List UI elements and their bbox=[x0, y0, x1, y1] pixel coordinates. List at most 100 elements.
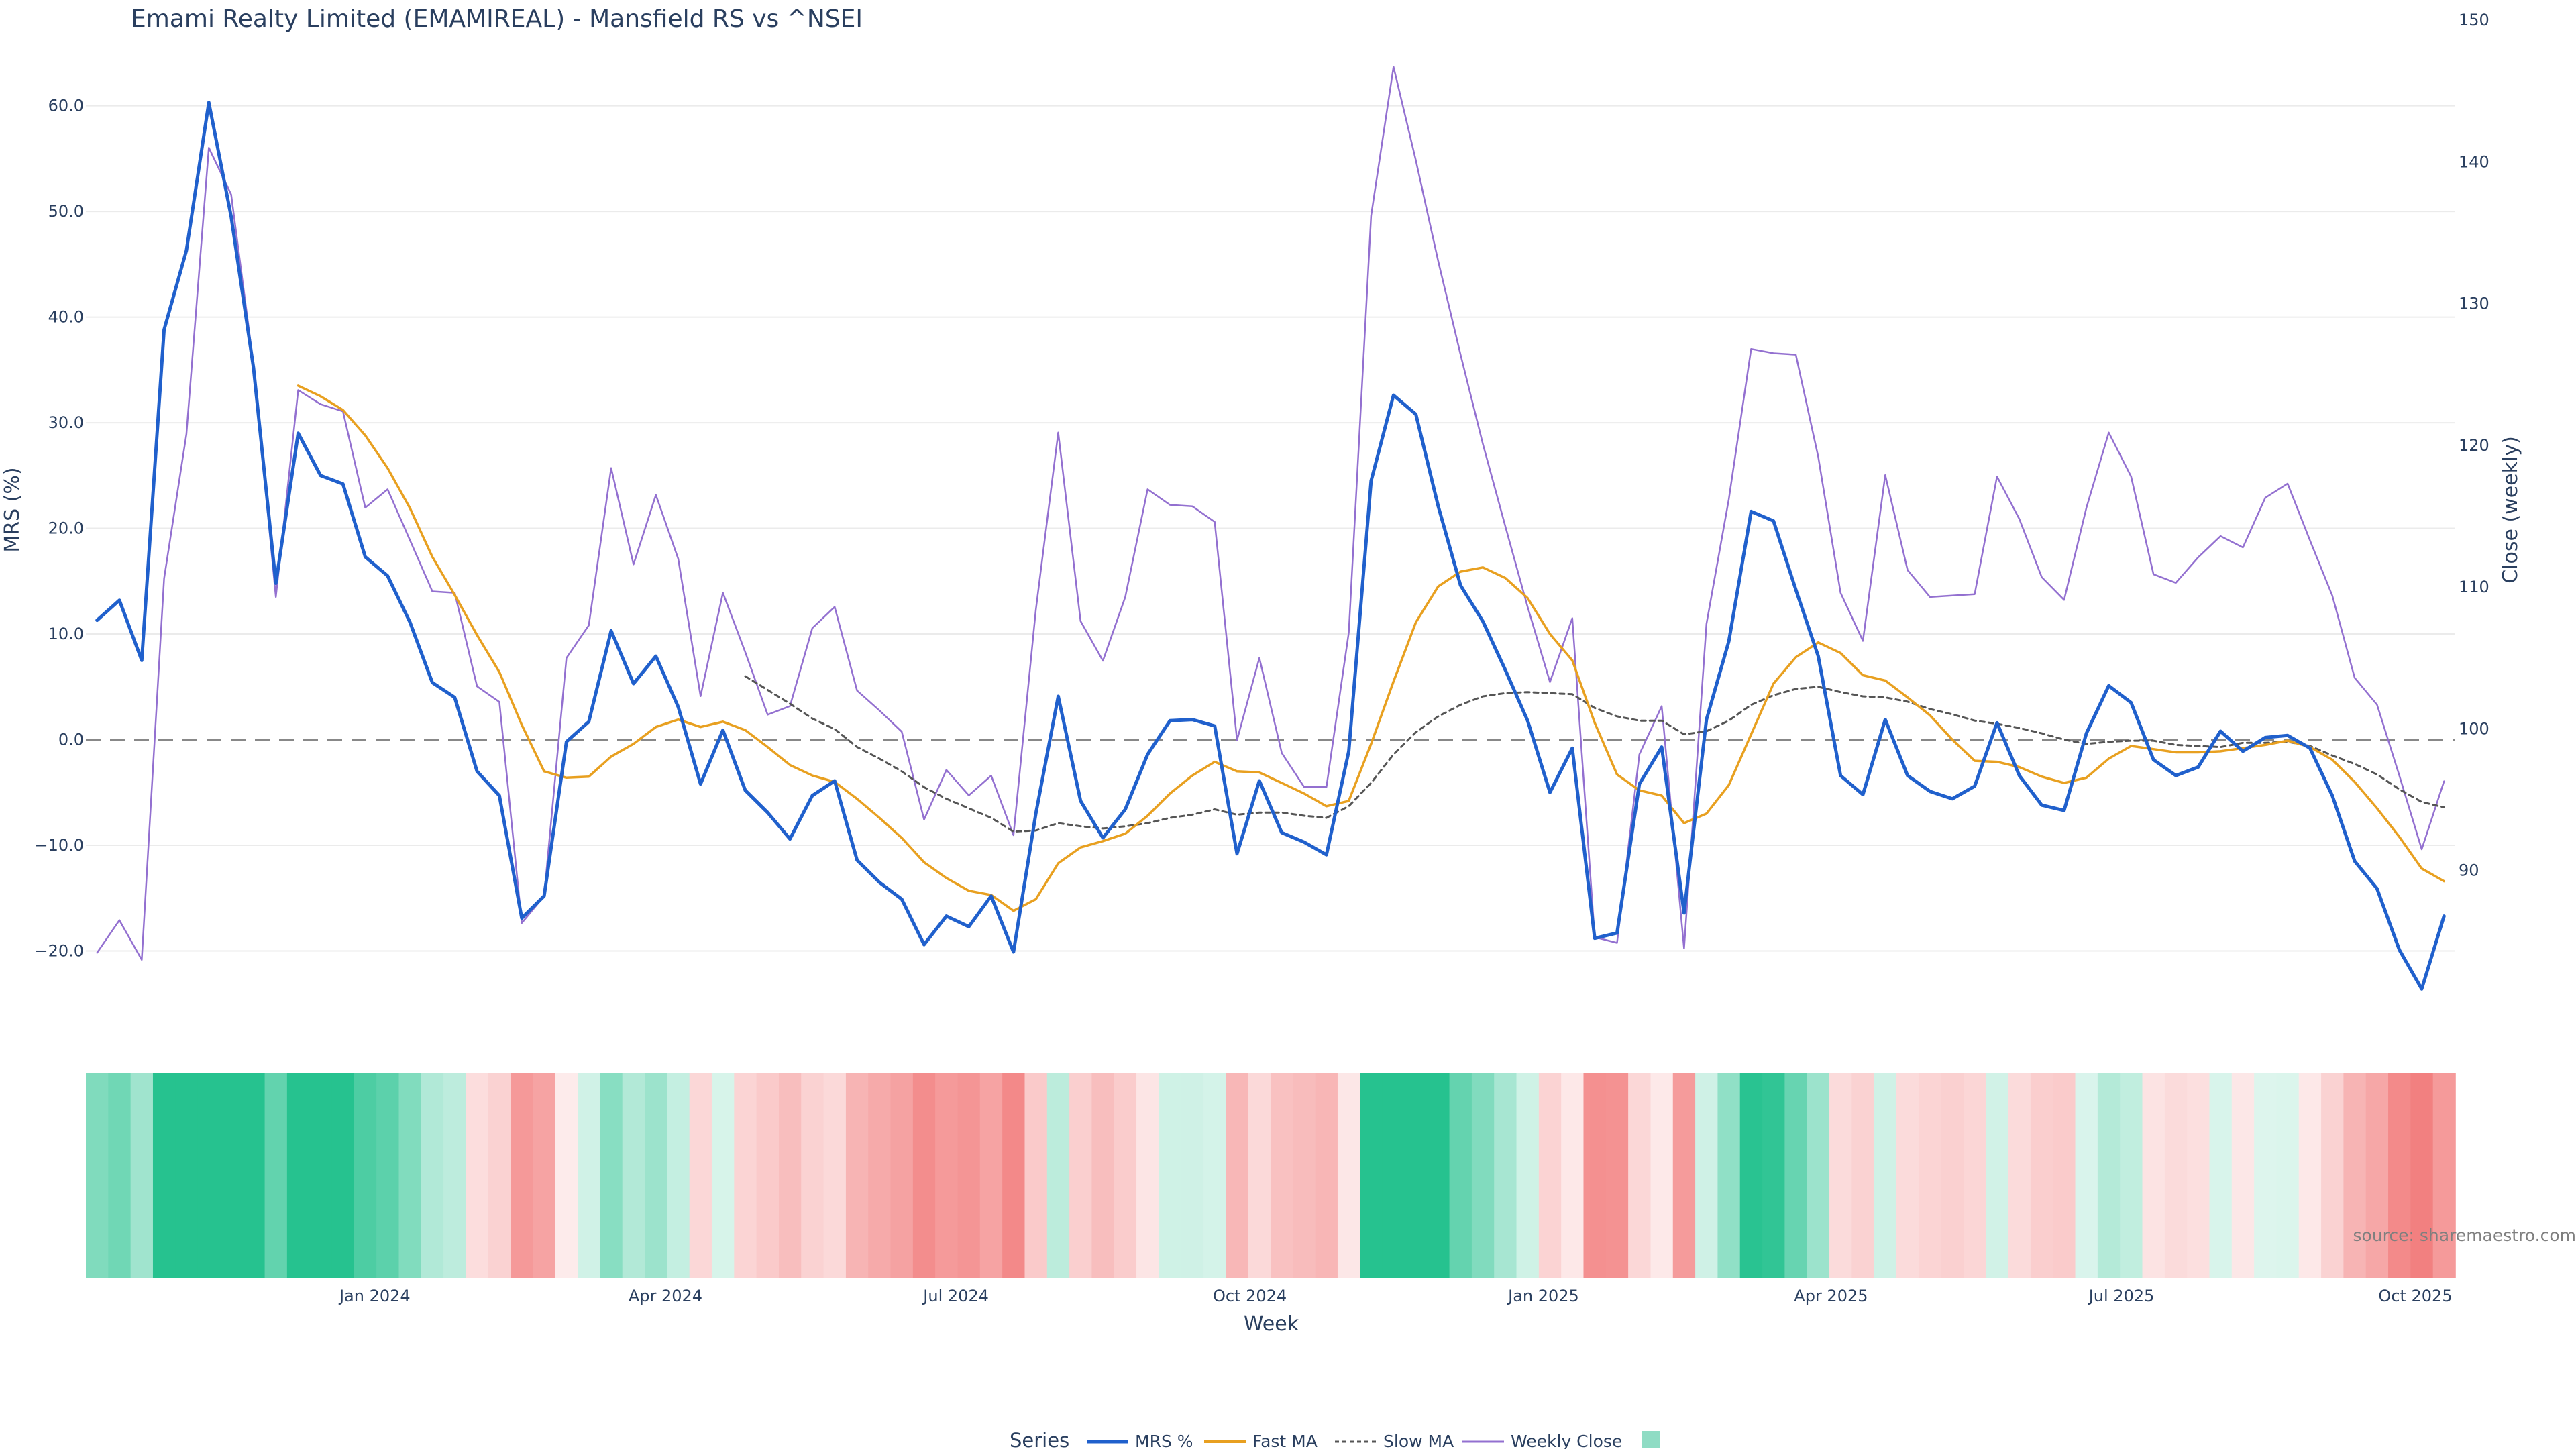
legend-label-mrs: MRS % bbox=[1135, 1432, 1193, 1449]
heatmap-cell bbox=[578, 1073, 601, 1278]
y2-tick-label: 90 bbox=[2459, 861, 2479, 880]
x-axis-title: Week bbox=[1244, 1312, 1299, 1336]
heatmap-cell bbox=[1449, 1073, 1472, 1278]
heatmap-cell bbox=[1851, 1073, 1875, 1278]
series-lines bbox=[95, 66, 2446, 991]
heatmap-cell bbox=[1672, 1073, 1696, 1278]
heatmap-cell bbox=[912, 1073, 936, 1278]
heatmap-cell bbox=[2187, 1073, 2210, 1278]
heatmap-cell bbox=[2120, 1073, 2143, 1278]
heatmap-cell bbox=[778, 1073, 802, 1278]
heatmap-cell bbox=[1739, 1073, 1763, 1278]
legend: Series MRS % Fast MA Slow MA Weekly Clos… bbox=[1010, 1429, 1660, 1449]
heatmap-cell bbox=[130, 1073, 154, 1278]
heatmap-cell bbox=[1538, 1073, 1562, 1278]
fast-ma-line bbox=[297, 384, 2446, 912]
heatmap-cell bbox=[1605, 1073, 1629, 1278]
heatmap-cell bbox=[197, 1073, 221, 1278]
legend-title: Series bbox=[1010, 1429, 1069, 1449]
grid bbox=[86, 105, 2455, 952]
heatmap-strip bbox=[86, 1073, 2456, 1278]
heatmap-cell bbox=[175, 1073, 199, 1278]
heatmap-cell bbox=[1427, 1073, 1450, 1278]
y-axis-right-title: Close (weekly) bbox=[2499, 436, 2522, 584]
heatmap-cell bbox=[2254, 1073, 2277, 1278]
legend-swatch-heatmap bbox=[1642, 1431, 1660, 1448]
legend-label-fast-ma: Fast MA bbox=[1252, 1432, 1318, 1449]
heatmap-cell bbox=[1963, 1073, 1987, 1278]
heatmap-cell bbox=[600, 1073, 623, 1278]
heatmap-cell bbox=[622, 1073, 645, 1278]
heatmap-cell bbox=[1136, 1073, 1160, 1278]
x-tick-label: Jul 2024 bbox=[922, 1287, 989, 1305]
heatmap-cell bbox=[1874, 1073, 1897, 1278]
heatmap-cell bbox=[1986, 1073, 2009, 1278]
x-tick-label: Apr 2024 bbox=[629, 1287, 702, 1305]
heatmap-cell bbox=[555, 1073, 578, 1278]
heatmap-cell bbox=[1717, 1073, 1741, 1278]
heatmap-cell bbox=[443, 1073, 467, 1278]
x-tick-label: Oct 2025 bbox=[2378, 1287, 2452, 1305]
heatmap-cell bbox=[1471, 1073, 1495, 1278]
y-tick-label: 20.0 bbox=[48, 519, 84, 538]
heatmap-cell bbox=[1181, 1073, 1204, 1278]
x-tick-label: Oct 2024 bbox=[1213, 1287, 1287, 1305]
heatmap-cell bbox=[2410, 1073, 2434, 1278]
heatmap-cell bbox=[2209, 1073, 2233, 1278]
heatmap-cell bbox=[1226, 1073, 1249, 1278]
y-tick-label: 10.0 bbox=[48, 625, 84, 643]
heatmap-cell bbox=[1762, 1073, 1786, 1278]
heatmap-cell bbox=[1203, 1073, 1227, 1278]
heatmap-cell bbox=[421, 1073, 444, 1278]
y2-tick-label: 100 bbox=[2459, 719, 2489, 738]
heatmap-cell bbox=[1024, 1073, 1048, 1278]
heatmap-cell bbox=[1695, 1073, 1719, 1278]
y2-tick-label: 130 bbox=[2459, 294, 2489, 313]
heatmap-cell bbox=[1494, 1073, 1517, 1278]
heatmap-cell bbox=[756, 1073, 780, 1278]
y-axis-left-ticks: −20.0 −10.0 0.0 10.0 20.0 30.0 40.0 50.0 60.0 bbox=[34, 97, 84, 961]
heatmap-cell bbox=[1114, 1073, 1137, 1278]
heatmap-cell bbox=[2053, 1073, 2076, 1278]
mrs-line bbox=[95, 101, 2446, 991]
heatmap-cell bbox=[667, 1073, 690, 1278]
heatmap-cell bbox=[2388, 1073, 2412, 1278]
heatmap-cell bbox=[2231, 1073, 2255, 1278]
heatmap-cell bbox=[801, 1073, 824, 1278]
heatmap-cell bbox=[219, 1073, 244, 1278]
heatmap-cell bbox=[152, 1073, 176, 1278]
heatmap-cell bbox=[1516, 1073, 1540, 1278]
heatmap-cell bbox=[2321, 1073, 2345, 1278]
heatmap-cell bbox=[1919, 1073, 1942, 1278]
heatmap-cell bbox=[1315, 1073, 1338, 1278]
heatmap-cell bbox=[1271, 1073, 1294, 1278]
heatmap-cell bbox=[957, 1073, 981, 1278]
heatmap-cell bbox=[2298, 1073, 2322, 1278]
heatmap-cell bbox=[868, 1073, 892, 1278]
heatmap-cell bbox=[1583, 1073, 1607, 1278]
heatmap-cell bbox=[1650, 1073, 1674, 1278]
heatmap-cell bbox=[1807, 1073, 1830, 1278]
heatmap-cell bbox=[376, 1073, 400, 1278]
y-axis-right-ticks: 90 100 110 120 130 140 150 bbox=[2459, 11, 2489, 880]
legend-label-weekly-close: Weekly Close bbox=[1511, 1432, 1622, 1449]
heatmap-cell bbox=[2142, 1073, 2165, 1278]
heatmap-cell bbox=[2075, 1073, 2098, 1278]
y2-tick-label: 120 bbox=[2459, 436, 2489, 455]
heatmap-cell bbox=[2030, 1073, 2054, 1278]
y2-tick-label: 110 bbox=[2459, 578, 2489, 596]
heatmap-cell bbox=[488, 1073, 511, 1278]
y-tick-label: 60.0 bbox=[48, 97, 84, 115]
heatmap-cell bbox=[1896, 1073, 1920, 1278]
heatmap-cell bbox=[1337, 1073, 1361, 1278]
y-tick-label: −10.0 bbox=[34, 836, 84, 855]
x-tick-label: Apr 2025 bbox=[1794, 1287, 1868, 1305]
heatmap-cell bbox=[354, 1073, 377, 1278]
x-tick-label: Jan 2024 bbox=[338, 1287, 411, 1305]
heatmap-cell bbox=[689, 1073, 712, 1278]
heatmap-cell bbox=[1360, 1073, 1383, 1278]
y-tick-label: 30.0 bbox=[48, 413, 84, 432]
heatmap-cell bbox=[1293, 1073, 1316, 1278]
heatmap-cell bbox=[2097, 1073, 2121, 1278]
